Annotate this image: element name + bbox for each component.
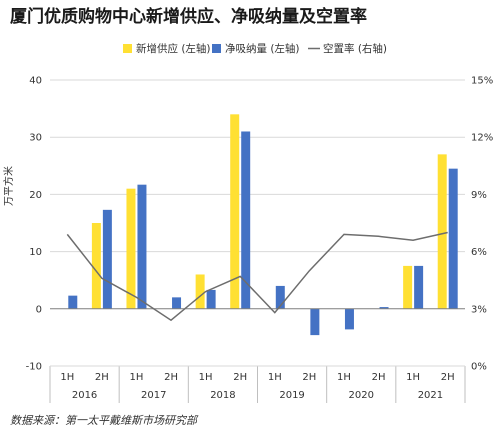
x-tick-year: 2016: [72, 390, 97, 401]
x-tick-half: 1H: [130, 372, 144, 383]
legend-swatch-absorption: [212, 44, 221, 53]
y2-tick-label: 12%: [471, 133, 493, 144]
y-axis-right-ticks: 0% 3% 6% 9% 12% 15%: [471, 76, 493, 373]
x-axis: 1H 2H 1H 2H 1H 2H 1H 2H 1H 2H 1H 2H 2016 2017 2018 2019…: [49, 365, 466, 403]
bar-absorption: [206, 289, 216, 309]
bar-supply: [403, 265, 413, 309]
bar-supply: [230, 114, 240, 309]
bar-absorption: [137, 184, 147, 309]
vacancy-polyline: [66, 231, 448, 322]
y2-tick-label: 9%: [471, 190, 487, 201]
y-axis-left-ticks: -10 0 10 20 30 40: [26, 76, 42, 373]
bar-supply: [437, 154, 447, 309]
bar-absorption: [414, 265, 424, 309]
x-tick-half: 1H: [60, 372, 74, 383]
bar-absorption: [172, 297, 182, 309]
bar-absorption: [344, 308, 354, 330]
x-tick-half: 1H: [406, 372, 420, 383]
legend-label-absorption: 净吸纳量 (左轴): [225, 42, 300, 55]
y2-tick-label: 6%: [471, 247, 487, 258]
x-tick-half: 2H: [233, 372, 247, 383]
bars: [68, 114, 458, 336]
y-tick-label: 0: [36, 304, 42, 315]
bar-absorption: [379, 307, 389, 309]
y-axis-label: 万平方米: [2, 166, 15, 206]
x-tick-half: 2H: [302, 372, 316, 383]
x-tick-year: 2020: [349, 390, 374, 401]
chart-title: 厦门优质购物中心新增供应、净吸纳量及空置率: [10, 6, 367, 27]
x-tick-half: 2H: [164, 372, 178, 383]
x-tick-half: 2H: [372, 372, 386, 383]
legend-label-supply: 新增供应 (左轴): [136, 42, 211, 55]
x-tick-half: 1H: [337, 372, 351, 383]
bar-supply: [195, 274, 205, 309]
legend-swatch-supply: [123, 44, 132, 53]
x-tick-half: 1H: [268, 372, 282, 383]
grid-lines: [50, 79, 465, 367]
bar-absorption: [241, 131, 251, 309]
y-tick-label: 40: [29, 76, 42, 87]
bar-absorption: [102, 209, 112, 309]
x-tick-year: 2017: [141, 390, 166, 401]
y-tick-label: 30: [29, 133, 42, 144]
bar-supply: [91, 223, 101, 309]
bar-absorption: [310, 308, 320, 336]
x-tick-year: 2018: [210, 390, 235, 401]
y-tick-label: 10: [29, 247, 42, 258]
x-tick-year: 2021: [418, 390, 443, 401]
bar-absorption: [448, 168, 458, 309]
y-tick-label: -10: [26, 362, 42, 373]
x-tick-half: 2H: [441, 372, 455, 383]
y2-tick-label: 15%: [471, 76, 493, 87]
vacancy-line: [66, 231, 448, 322]
x-tick-half: 1H: [199, 372, 213, 383]
source-note: 数据来源：第一太平戴维斯市场研究部: [10, 414, 199, 427]
y2-tick-label: 0%: [471, 362, 487, 373]
legend-label-vacancy: 空置率 (右轴): [323, 42, 387, 55]
y2-tick-label: 3%: [471, 304, 487, 315]
x-tick-year: 2019: [279, 390, 304, 401]
bar-absorption: [275, 285, 285, 309]
bar-supply: [126, 188, 136, 309]
x-tick-half: 2H: [95, 372, 109, 383]
y-tick-label: 20: [29, 190, 42, 201]
bar-absorption: [68, 295, 78, 309]
legend: 新增供应 (左轴) 净吸纳量 (左轴) 空置率 (右轴): [123, 42, 387, 55]
